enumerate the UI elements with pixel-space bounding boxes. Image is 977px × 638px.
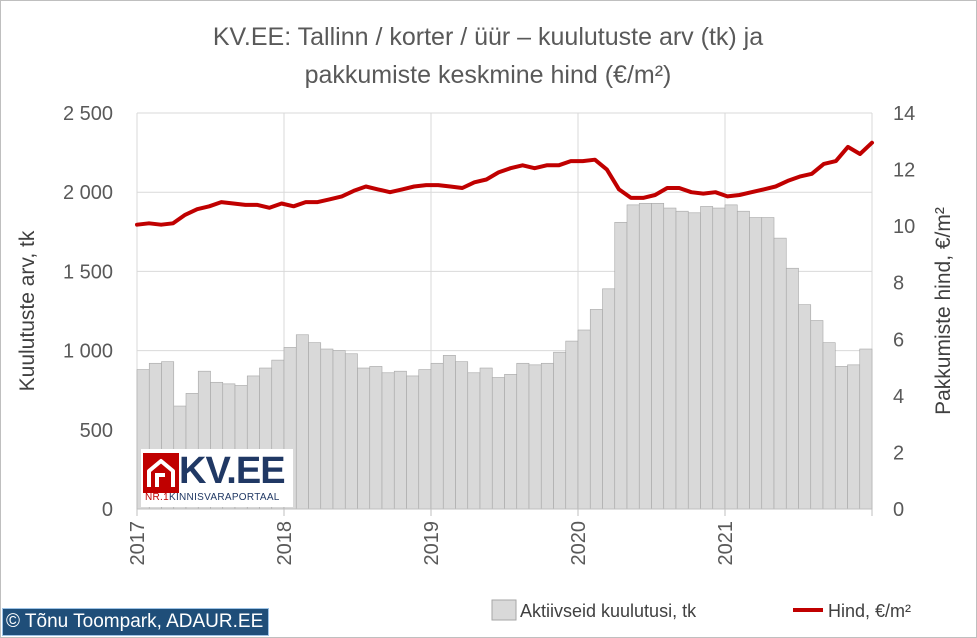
bar [577,329,591,510]
logo-tag-text: KINNISVARAPORTAAL [168,492,280,503]
bar [834,366,848,510]
chart-title-line-2: pakkumiste keskmine hind (€/m²) [305,61,672,89]
bar [528,364,542,510]
bar [675,210,689,510]
bar [516,362,530,510]
bar [332,350,346,510]
bar [663,207,677,510]
bar [614,221,628,510]
bar [847,364,861,510]
bar [724,204,738,510]
bar [602,288,616,510]
bar [773,237,787,510]
bar [736,210,750,510]
legend-bar-swatch [491,599,517,621]
right-tick-label: 10 [893,216,915,238]
bar [455,361,469,510]
bar [810,320,824,510]
x-tick-label: 2020 [568,521,590,566]
bar [406,375,420,510]
bar [540,362,554,510]
left-tick-label: 0 [102,499,113,521]
x-tick-label: 2018 [274,521,296,566]
legend: Aktiivseid kuulutusi, tk Hind, €/m² [491,599,911,621]
bar [626,204,640,510]
legend-line-label: Hind, €/m² [828,601,911,621]
bar [381,372,395,510]
bar [859,348,873,510]
bar [357,367,371,510]
bar [822,342,836,510]
bar [369,366,383,510]
logo-tag-nr: NR.1 [145,492,169,503]
left-axis-title: Kuulutuste arv, tk [16,230,39,391]
bar [320,348,334,510]
bar [467,372,481,510]
bar [430,362,444,510]
left-tick-label: 1 500 [63,261,113,283]
price-line [135,140,874,227]
bar [565,340,579,510]
x-ticks [136,509,873,516]
x-tick-label: 2019 [421,521,443,566]
left-tick-label: 2 500 [63,103,113,125]
right-axis-title: Pakkumiste hind, €/m² [932,207,955,415]
bar [308,342,322,510]
right-axis-ticks: 0 2 4 6 8 10 12 14 [893,103,915,521]
left-axis-ticks: 0 500 1 000 1 500 2 000 2 500 [63,103,113,521]
bar [638,202,652,510]
x-tick-label: 2021 [715,521,737,566]
right-tick-label: 2 [893,442,904,464]
logo-tagline: NR.1KINNISVARAPORTAAL [145,492,280,503]
kv-ee-logo: KV.EE NR.1KINNISVARAPORTAAL [141,449,293,507]
chart-title-line-1: KV.EE: Tallinn / korter / üür – kuulutus… [213,23,763,51]
bar [687,212,701,510]
x-axis-labels: 2017 2018 2019 2020 2021 [127,521,737,566]
right-tick-label: 8 [893,273,904,295]
bar [589,309,603,510]
bar [712,207,726,510]
bar [785,267,799,510]
right-tick-label: 6 [893,329,904,351]
bar [798,304,812,510]
copyright-credit: © Tõnu Toompark, ADAUR.EE [2,608,270,636]
bar [651,202,665,510]
house-logo-icon [143,453,179,493]
right-tick-label: 4 [893,386,904,408]
bar [344,353,358,510]
legend-bar-label: Aktiivseid kuulutusi, tk [520,601,697,621]
right-tick-label: 0 [893,499,904,521]
bar [761,217,775,510]
bar [418,369,432,510]
left-tick-label: 1 000 [63,341,113,363]
bar [491,377,505,510]
bar [504,374,518,510]
bar [553,351,567,510]
bar [479,367,493,510]
bar [442,355,456,510]
bar [393,370,407,510]
right-tick-label: 12 [893,160,915,182]
bar [700,206,714,510]
right-tick-label: 14 [893,103,915,125]
bar [295,334,309,510]
bar [749,217,763,510]
left-tick-label: 500 [80,420,113,442]
left-tick-label: 2 000 [63,182,113,204]
logo-wordmark: KV.EE [179,450,286,492]
x-tick-label: 2017 [127,521,149,566]
